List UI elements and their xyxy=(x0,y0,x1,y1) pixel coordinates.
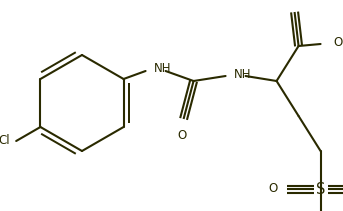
Text: OH: OH xyxy=(334,37,343,50)
Text: NH: NH xyxy=(154,62,171,76)
Text: NH: NH xyxy=(234,68,251,81)
Text: O: O xyxy=(290,0,299,2)
Text: Cl: Cl xyxy=(0,134,10,147)
Text: O: O xyxy=(268,183,277,196)
Text: O: O xyxy=(177,129,186,142)
Text: S: S xyxy=(316,181,325,196)
